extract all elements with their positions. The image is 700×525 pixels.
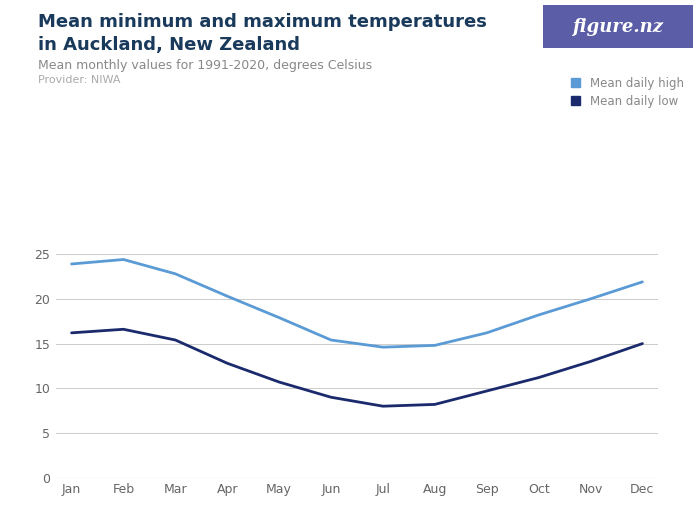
Text: figure.nz: figure.nz [573, 18, 664, 36]
Legend: Mean daily high, Mean daily low: Mean daily high, Mean daily low [570, 77, 684, 108]
Text: Provider: NIWA: Provider: NIWA [38, 75, 121, 85]
Text: Mean monthly values for 1991-2020, degrees Celsius: Mean monthly values for 1991-2020, degre… [38, 59, 372, 72]
Text: in Auckland, New Zealand: in Auckland, New Zealand [38, 36, 300, 54]
Text: Mean minimum and maximum temperatures: Mean minimum and maximum temperatures [38, 13, 487, 31]
